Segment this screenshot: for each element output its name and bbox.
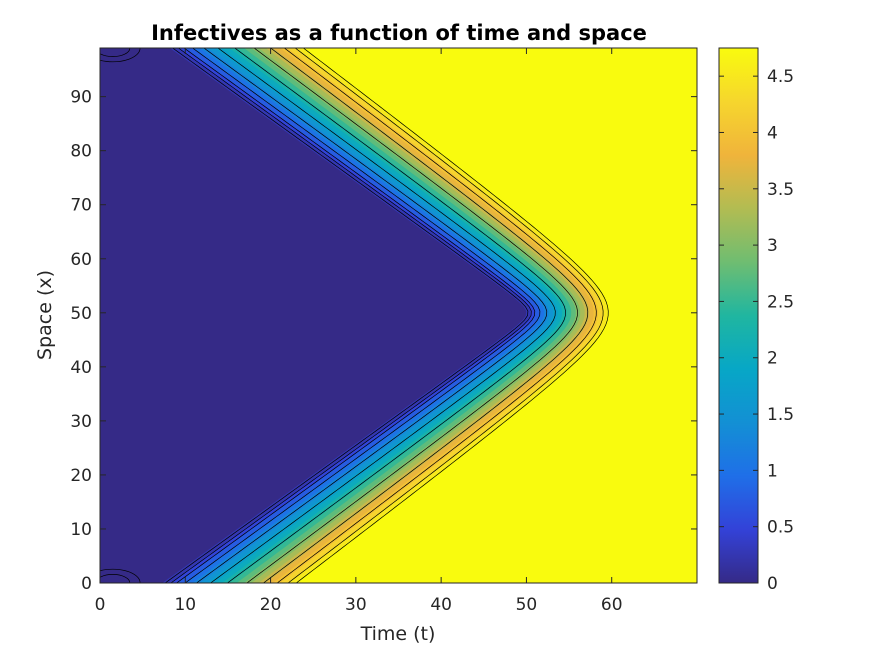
colorbar-tick-label: 1.5 <box>767 405 794 425</box>
y-tick-label: 80 <box>70 142 92 162</box>
contour-line <box>287 48 604 583</box>
colorbar-tick-label: 4.5 <box>767 67 794 87</box>
colorbar-tick-label: 4 <box>767 123 778 143</box>
x-tick-label: 60 <box>601 595 623 615</box>
contour-line <box>296 48 609 583</box>
colorbar: 0 0.5 1 1.5 2 2.5 3 3.5 4 4.5 <box>718 47 794 594</box>
colorbar-tick-label: 2.5 <box>767 292 794 312</box>
x-tick-label: 0 <box>95 595 106 615</box>
x-tick-label: 10 <box>174 595 196 615</box>
y-tick-label: 40 <box>70 358 92 378</box>
contour-line <box>176 48 536 583</box>
colorbar-gradient <box>719 48 758 583</box>
y-axis: 0 10 20 30 40 50 60 70 80 90 <box>70 88 697 594</box>
x-tick-label: 20 <box>260 595 282 615</box>
colorbar-tick-label: 3 <box>767 236 778 256</box>
plot-frame <box>99 47 698 584</box>
colorbar-tick-label: 0.5 <box>767 518 794 538</box>
contour-bands <box>100 48 612 583</box>
plot-area: 0 10 20 30 40 50 60 0 10 20 30 40 50 60 70 80 90 <box>70 47 698 615</box>
contour-line <box>164 48 529 583</box>
x-tick-label: 30 <box>345 595 367 615</box>
y-tick-label: 60 <box>70 250 92 270</box>
colorbar-frame <box>718 47 759 584</box>
y-tick-label: 0 <box>81 574 92 594</box>
colorbar-ticks: 0 0.5 1 1.5 2 2.5 3 3.5 4 4.5 <box>719 67 794 594</box>
colorbar-tick-label: 2 <box>767 349 778 369</box>
y-tick-label: 30 <box>70 412 92 432</box>
x-axis-label: Time (t) <box>360 623 436 645</box>
colorbar-tick-label: 0 <box>767 574 778 594</box>
y-tick-label: 70 <box>70 196 92 216</box>
contour-line <box>184 48 541 583</box>
y-tick-label: 20 <box>70 466 92 486</box>
contour-line <box>210 48 556 583</box>
x-tick-label: 50 <box>516 595 538 615</box>
contour-line <box>196 48 548 583</box>
chart-title: Infectives as a function of time and spa… <box>151 21 647 45</box>
contour-line <box>263 48 589 583</box>
contour-line <box>246 48 578 583</box>
contour-line <box>276 48 597 583</box>
colorbar-tick-label: 3.5 <box>767 180 794 200</box>
x-axis: 0 10 20 30 40 50 60 <box>95 48 623 615</box>
colorbar-tick-label: 1 <box>767 461 778 481</box>
y-tick-label: 10 <box>70 520 92 540</box>
y-axis-label: Space (x) <box>34 270 56 360</box>
contour-line <box>227 48 566 583</box>
x-tick-label: 40 <box>430 595 452 615</box>
contour-line <box>170 48 532 583</box>
y-tick-label: 90 <box>70 88 92 108</box>
y-tick-label: 50 <box>70 304 92 324</box>
contour-band <box>100 48 527 583</box>
boundary-contour-loop <box>100 48 141 63</box>
boundary-contour-loop <box>100 48 131 57</box>
